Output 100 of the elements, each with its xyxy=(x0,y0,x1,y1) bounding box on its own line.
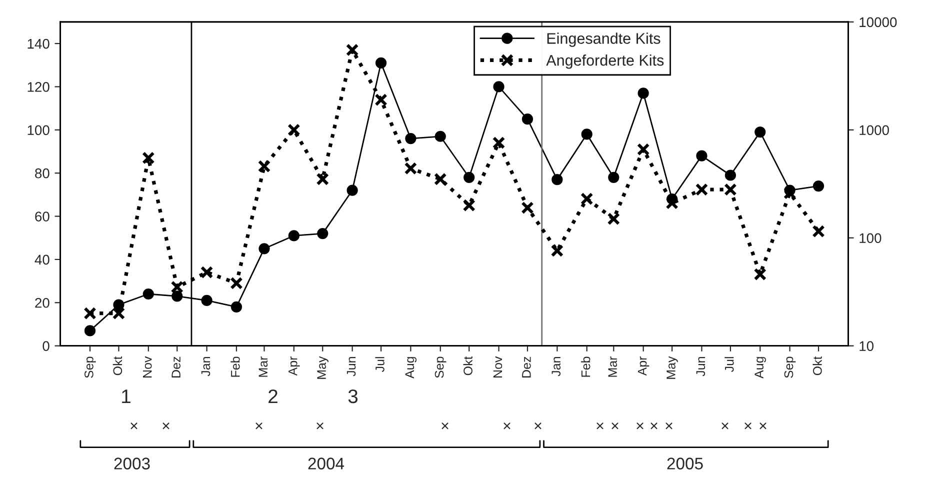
point xyxy=(812,180,824,192)
y2-tick-label: 10000 xyxy=(860,17,897,28)
point xyxy=(492,136,506,150)
point xyxy=(493,81,504,92)
text: × xyxy=(534,422,542,430)
point xyxy=(550,244,564,258)
point xyxy=(434,130,446,142)
text: 2004 xyxy=(308,458,344,470)
x-tick-label: May xyxy=(317,356,328,379)
x-tick-label: Aug xyxy=(405,357,417,378)
x-tick-label: Jun xyxy=(346,357,356,376)
text: 3 xyxy=(348,389,358,404)
text: 2003 xyxy=(114,458,150,470)
point xyxy=(346,44,359,56)
text: × xyxy=(316,422,324,430)
point xyxy=(112,306,126,320)
point xyxy=(464,172,475,183)
text: × xyxy=(760,422,766,430)
y-tick-label: 20 xyxy=(35,298,50,308)
text: 2005 xyxy=(667,458,703,470)
point xyxy=(754,126,766,138)
point xyxy=(636,142,650,156)
x-tick-label: Aug xyxy=(754,357,766,378)
legend-label: Angeforderte Kits xyxy=(546,54,664,69)
point xyxy=(288,124,300,136)
point xyxy=(696,150,708,162)
point xyxy=(695,183,708,196)
x-tick-label: Nov xyxy=(493,356,502,378)
y-tick-label: 120 xyxy=(28,82,50,92)
point xyxy=(552,174,563,186)
y-tick-label: 80 xyxy=(35,168,50,178)
point xyxy=(607,212,620,226)
x-tick-label: Mar xyxy=(258,356,268,377)
point xyxy=(172,290,183,302)
text: × xyxy=(256,422,262,430)
point xyxy=(434,172,447,186)
x-tick-label: Mar xyxy=(608,356,618,377)
y-tick-label: 100 xyxy=(28,125,50,136)
point xyxy=(316,172,330,186)
x-tick-label: Dez xyxy=(522,356,531,378)
x-tick-label: Nov xyxy=(143,356,152,378)
text: × xyxy=(650,422,658,430)
text: × xyxy=(636,422,644,430)
text: × xyxy=(722,422,728,430)
x-tick-label: Okt xyxy=(463,356,472,376)
point xyxy=(258,243,270,254)
x-tick-label: Okt xyxy=(112,356,122,376)
point xyxy=(374,93,388,106)
x-tick-label: Dez xyxy=(172,356,180,378)
x-tick-label: Jul xyxy=(724,357,734,372)
x-tick-label: Sep xyxy=(434,356,446,378)
y-tick-label: 60 xyxy=(35,212,50,222)
point xyxy=(170,280,184,294)
point xyxy=(84,306,96,320)
y2-tick-label: 10 xyxy=(860,341,874,351)
text: × xyxy=(504,422,510,430)
x-tick-label: Apr xyxy=(638,356,650,376)
point xyxy=(375,57,387,69)
x-tick-label: Jul xyxy=(375,357,384,372)
x-tick-label: Feb xyxy=(230,356,240,377)
x-tick-label: Sep xyxy=(84,356,96,378)
point xyxy=(581,128,592,140)
x-tick-label: Apr xyxy=(288,356,300,376)
point xyxy=(230,301,242,313)
point xyxy=(230,276,243,290)
y2-tick-label: 100 xyxy=(860,233,882,244)
text: × xyxy=(666,422,672,430)
point xyxy=(522,114,534,125)
point xyxy=(608,172,620,183)
x-tick-label: May xyxy=(666,356,678,379)
point xyxy=(404,162,418,175)
point xyxy=(580,192,594,206)
point xyxy=(521,201,534,214)
x-tick-label: Feb xyxy=(581,356,590,377)
x-tick-label: Jan xyxy=(201,357,210,376)
y-tick-label: 40 xyxy=(34,254,50,265)
point xyxy=(288,230,300,242)
text: × xyxy=(596,422,604,430)
text: × xyxy=(130,422,138,430)
point xyxy=(754,268,767,281)
y2-tick-label: 1000 xyxy=(860,125,889,136)
text: × xyxy=(162,422,170,430)
text: × xyxy=(612,422,618,430)
x-tick-label: Jan xyxy=(552,357,561,376)
point xyxy=(200,266,214,279)
point xyxy=(724,183,737,196)
point xyxy=(462,198,476,212)
point xyxy=(724,170,736,181)
point xyxy=(84,325,96,336)
text: × xyxy=(744,422,752,430)
point xyxy=(638,88,649,99)
legend-label: Eingesandte Kits xyxy=(547,32,660,47)
y-tick-label: 0 xyxy=(42,341,50,351)
text: × xyxy=(442,422,448,430)
text: 1 xyxy=(122,390,130,404)
y-tick-label: 140 xyxy=(28,38,50,49)
point xyxy=(812,224,825,238)
x-tick-label: Sep xyxy=(784,356,796,378)
point xyxy=(346,184,358,196)
point xyxy=(405,132,416,144)
